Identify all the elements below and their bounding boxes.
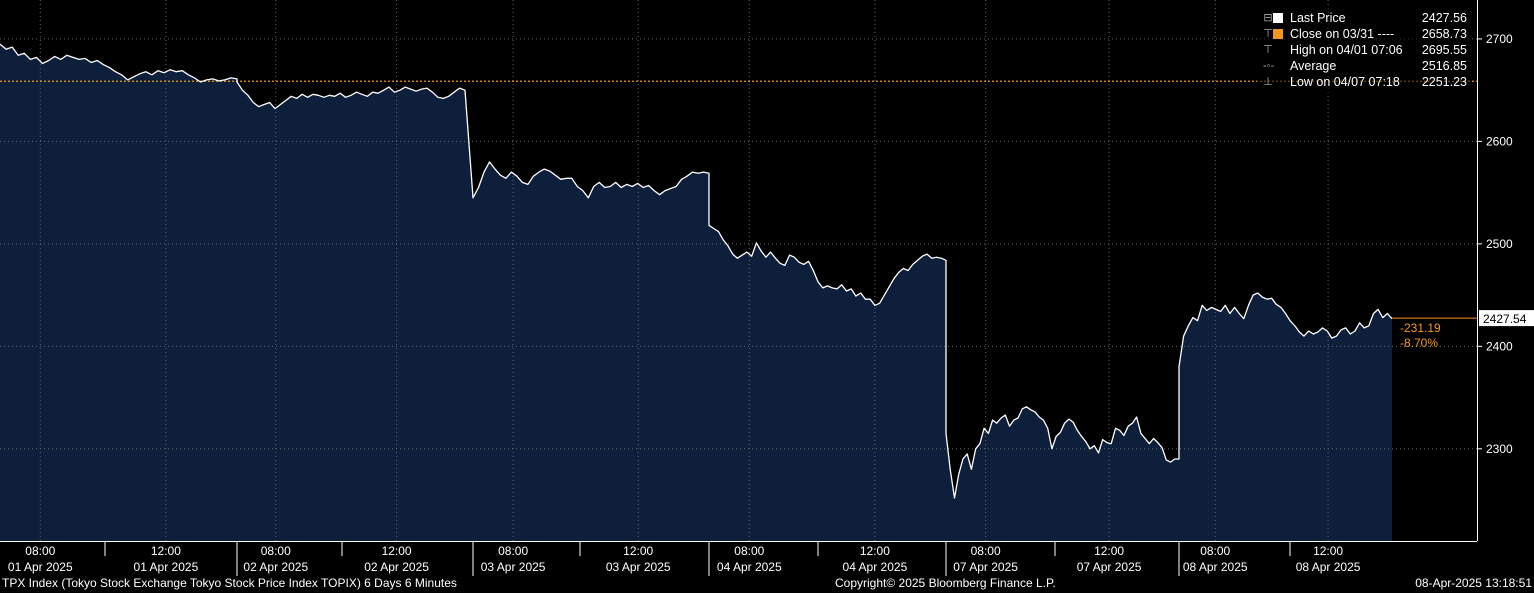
x-tick-time-label: 12:00 [151,544,181,558]
footer-copyright: Copyright© 2025 Bloomberg Finance L.P. [835,576,1056,590]
legend-label: Average [1290,59,1337,73]
legend-item: ⊥ Low on 04/07 07:18 2251.23 [1257,74,1471,90]
x-tick-date-label: 03 Apr 2025 [481,560,546,574]
x-tick-time-label: 12:00 [382,544,412,558]
x-tick-time-label: 08:00 [261,544,291,558]
x-tick-time-label: 12:00 [623,544,653,558]
label-layer: 2427.54 -231.19-8.70% [1400,310,1534,350]
x-tick-date-label: 02 Apr 2025 [243,560,308,574]
legend-value: 2516.85 [1421,59,1467,73]
x-tick-time-label: 08:00 [1200,544,1230,558]
x-tick-date-label: 02 Apr 2025 [364,560,429,574]
legend-value: 2427.56 [1421,11,1467,25]
x-tick-time-label: 08:00 [25,544,55,558]
change-label: -231.19 [1400,321,1441,335]
y-tick-label: 2600 [1486,134,1513,148]
legend: ⊟ Last Price 2427.56 ⊤ Close on 03/31 ---- 26… [1257,6,1471,94]
footer-security-description: TPX Index (Tokyo Stock Exchange Tokyo St… [2,576,457,590]
x-tick-time-label: 12:00 [860,544,890,558]
legend-value: 2251.23 [1421,75,1467,89]
x-tick-time-label: 12:00 [1094,544,1124,558]
x-tick-date-label: 07 Apr 2025 [953,560,1018,574]
last-price-box [1479,310,1534,327]
legend-glyph-icon: ‑◦‑ [1263,60,1275,72]
area-layer [0,44,1392,541]
price-line [0,43,1393,499]
change-percent-label: -8.70% [1400,336,1438,350]
legend-swatch [1273,13,1283,23]
x-tick-date-label: 01 Apr 2025 [134,560,199,574]
x-tick-date-label: 08 Apr 2025 [1296,560,1361,574]
legend-value: 2695.55 [1421,43,1467,57]
legend-item: ‑◦‑ Average 2516.85 [1257,58,1471,74]
x-tick-time-label: 08:00 [734,544,764,558]
legend-item: ⊤ Close on 03/31 ---- 2658.73 [1257,26,1471,42]
legend-item: ⊤ High on 04/01 07:06 2695.55 [1257,42,1471,58]
legend-item: ⊟ Last Price 2427.56 [1257,10,1471,26]
x-tick-time-label: 08:00 [971,544,1001,558]
legend-value: 2658.73 [1421,27,1467,41]
last-price-label: 2427.54 [1483,312,1527,326]
y-tick-label: 2300 [1486,442,1513,456]
x-tick-date-label: 07 Apr 2025 [1077,560,1142,574]
y-tick-label: 2500 [1486,237,1513,251]
legend-glyph-icon: ⊟ [1263,12,1273,24]
line-layer [0,43,1477,499]
x-tick-date-label: 03 Apr 2025 [606,560,671,574]
axis-layer: 2300 2400 2500 2600 2700 08:00 01 Apr 2025 12:0… [0,0,1513,576]
x-tick-date-label: 01 Apr 2025 [8,560,73,574]
legend-glyph-icon: ⊤ [1263,44,1273,56]
legend-glyph-icon: ⊥ [1263,76,1273,88]
x-tick-date-label: 04 Apr 2025 [843,560,908,574]
footer-timestamp: 08-Apr-2025 13:18:51 [1415,576,1532,590]
x-tick-time-label: 12:00 [1313,544,1343,558]
y-tick-label: 2700 [1486,32,1513,46]
x-tick-time-label: 08:00 [498,544,528,558]
legend-label: High on 04/01 07:06 [1290,43,1403,57]
legend-glyph-icon: ⊤ [1263,28,1273,40]
legend-label: Low on 04/07 07:18 [1290,75,1400,89]
legend-swatch [1273,29,1283,39]
y-tick-label: 2400 [1486,339,1513,353]
legend-label: Last Price [1290,11,1346,25]
legend-label: Close on 03/31 ---- [1290,27,1395,41]
x-tick-date-label: 08 Apr 2025 [1183,560,1248,574]
price-area [0,44,1392,541]
x-tick-date-label: 04 Apr 2025 [717,560,782,574]
